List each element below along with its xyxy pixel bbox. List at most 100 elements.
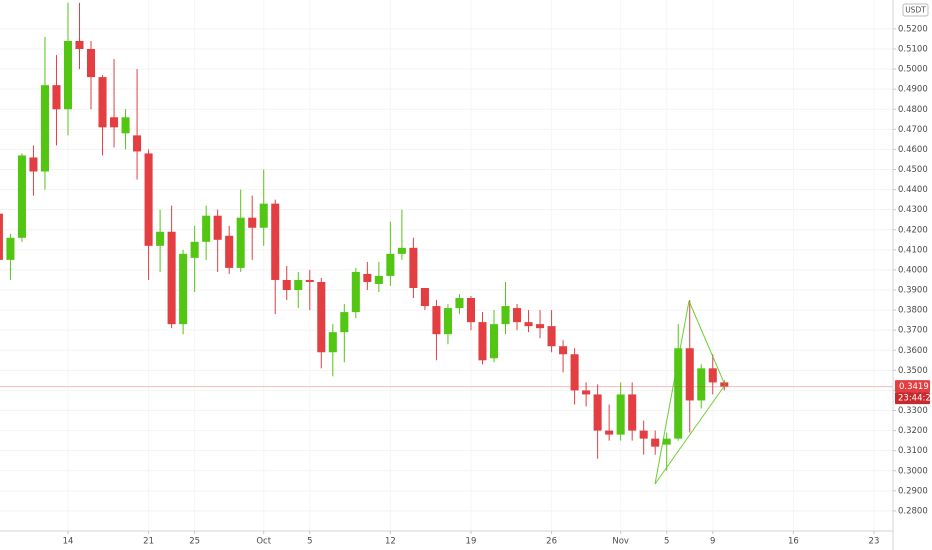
candle-body <box>271 203 280 280</box>
candle-body <box>386 253 395 276</box>
candle-body <box>628 394 637 431</box>
candle-body <box>397 247 406 254</box>
x-tick-label: 9 <box>710 537 715 547</box>
candle-body <box>294 279 303 291</box>
candle-body <box>317 281 326 353</box>
x-tick-label: 12 <box>385 537 396 547</box>
y-tick-label: 0.3000 <box>898 466 928 476</box>
x-tick-label: 21 <box>143 537 154 547</box>
candle-body <box>86 49 96 78</box>
candle-body <box>363 273 372 282</box>
candle-body <box>52 85 61 110</box>
candle-body <box>133 135 142 152</box>
candle-body <box>6 237 15 260</box>
candle-body <box>374 275 383 284</box>
x-tick-label: 19 <box>466 537 477 547</box>
candle-body <box>179 253 188 325</box>
candle-body <box>340 312 349 333</box>
triangle-drawing <box>654 300 726 485</box>
candle-body <box>559 346 568 355</box>
candle-body <box>536 324 545 329</box>
y-tick-label: 0.3600 <box>898 346 928 356</box>
candle-body <box>582 390 591 395</box>
x-tick-label: Oct <box>256 537 271 547</box>
candle-body <box>29 157 38 172</box>
x-tick-label: 16 <box>788 537 799 547</box>
candle-body <box>328 332 337 353</box>
candle-body <box>662 438 671 445</box>
grid <box>0 28 893 512</box>
candle-body <box>63 40 73 110</box>
candle-body <box>282 279 291 291</box>
candle-body <box>420 287 429 307</box>
candle-body <box>202 215 211 242</box>
candle-body <box>501 306 510 325</box>
y-tick-label: 0.4100 <box>898 245 928 255</box>
candle-body <box>685 348 694 401</box>
y-tick-label: 0.5200 <box>898 24 928 34</box>
y-tick-label: 0.4400 <box>898 185 928 195</box>
x-tick-label: 25 <box>189 537 200 547</box>
y-tick-label: 0.4300 <box>898 205 928 215</box>
candle-body <box>305 279 314 282</box>
candle-body <box>167 231 176 325</box>
candle-body <box>225 235 234 268</box>
candle-body <box>17 155 26 238</box>
candle-body <box>547 326 556 347</box>
countdown-box <box>895 392 930 405</box>
y-tick-label: 0.3500 <box>898 366 928 376</box>
candle-body <box>75 40 84 50</box>
y-tick-label: 0.3100 <box>898 446 928 456</box>
candle-body <box>121 117 130 134</box>
candle-body <box>156 231 165 246</box>
y-tick-label: 0.4000 <box>898 265 928 275</box>
candle-body <box>98 77 107 128</box>
candle-body <box>455 298 464 309</box>
y-tick-label: 0.4500 <box>898 165 928 175</box>
y-tick-label: 0.3300 <box>898 406 928 416</box>
y-tick-label: 0.3200 <box>898 426 928 436</box>
x-tick-label: 5 <box>307 537 312 547</box>
currency-box[interactable] <box>902 3 929 17</box>
y-tick-label: 0.5100 <box>898 45 928 55</box>
y-tick-label: 0.4800 <box>898 105 928 115</box>
countdown-label: 23:44:27 <box>898 394 932 404</box>
candle-body <box>40 85 49 172</box>
plot-area <box>0 2 893 471</box>
last-price-box <box>895 380 930 393</box>
y-tick-label: 0.4600 <box>898 145 928 155</box>
candle-body <box>110 117 119 128</box>
candle-body <box>570 354 579 391</box>
candle-body <box>616 394 625 435</box>
x-tick-label: 26 <box>546 537 557 547</box>
candle-body <box>708 368 717 383</box>
candle-body <box>443 308 452 335</box>
candle-body <box>351 271 360 313</box>
last-price-label: 0.3419 <box>899 382 929 392</box>
y-tick-label: 0.4700 <box>898 125 928 135</box>
y-tick-label: 0.4900 <box>898 85 928 95</box>
candle-body <box>466 298 476 323</box>
candle-body <box>432 306 441 335</box>
currency-label: USDT <box>905 6 926 15</box>
y-tick-label: 0.4200 <box>898 225 928 235</box>
candle-body <box>259 203 268 228</box>
candle-body <box>651 438 660 447</box>
y-tick-label: 0.2900 <box>898 486 928 496</box>
candle-body <box>248 217 257 228</box>
x-tick-label: 14 <box>63 537 74 547</box>
candle-body <box>236 217 245 268</box>
y-tick-label: 0.3800 <box>898 306 928 316</box>
candle-body <box>0 213 3 260</box>
candle-body <box>478 322 487 361</box>
candle-body <box>409 247 418 288</box>
candle-body <box>593 394 602 431</box>
candle-body <box>213 215 222 240</box>
candle-body <box>524 322 533 327</box>
axes: 0.2800 0.2900 0.3000 0.3100 0.3200 0.3300 0.34… <box>63 24 928 546</box>
x-tick-label: 5 <box>664 537 669 547</box>
y-tick-label: 0.5000 <box>898 65 928 75</box>
y-tick-label: 0.3700 <box>898 326 928 336</box>
